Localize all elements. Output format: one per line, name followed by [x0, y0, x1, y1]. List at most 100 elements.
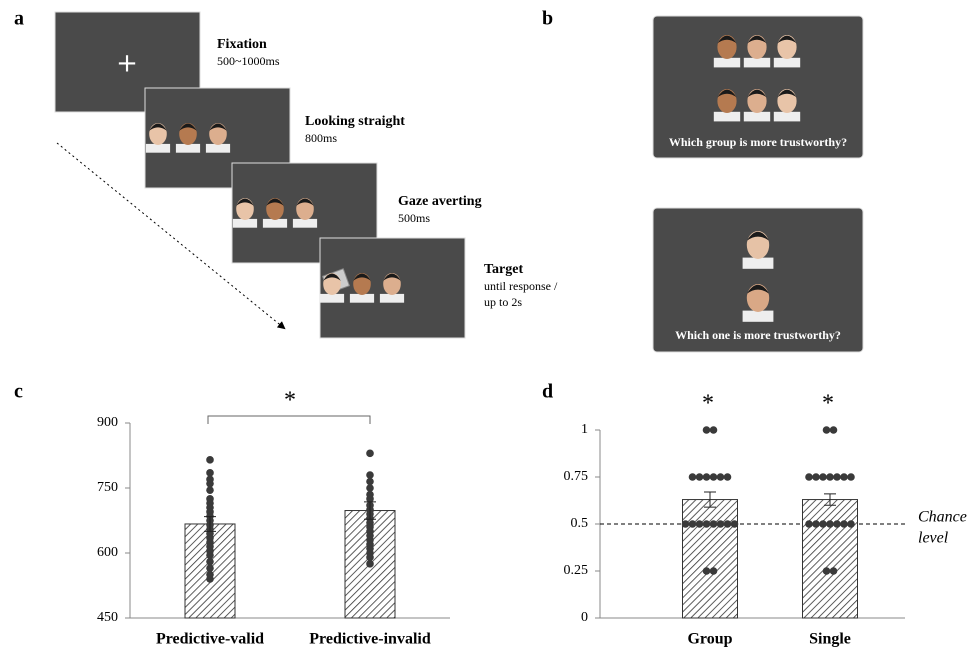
- reference-label: Chance: [918, 509, 967, 526]
- data-point: [703, 567, 711, 575]
- data-point: [724, 473, 732, 481]
- question: Which one is more trustworthy?: [675, 328, 841, 342]
- x-tick-label: Group: [687, 631, 732, 648]
- panel-label: c: [14, 381, 23, 403]
- data-point: [696, 473, 704, 481]
- face-shirt: [293, 219, 317, 228]
- panel-label: b: [542, 8, 553, 30]
- step-duration: until response /: [484, 279, 558, 293]
- data-point: [206, 480, 214, 488]
- data-point: [710, 567, 718, 575]
- face-shirt: [176, 144, 200, 153]
- face-shirt: [714, 58, 740, 68]
- panel-label: a: [14, 8, 24, 30]
- face-shirt: [774, 112, 800, 122]
- data-point: [805, 520, 813, 528]
- step-duration: 500ms: [398, 211, 430, 225]
- face-shirt: [743, 258, 774, 269]
- data-point: [703, 426, 711, 434]
- data-point: [812, 520, 820, 528]
- data-point: [366, 478, 374, 486]
- data-point: [366, 554, 374, 562]
- face-shirt: [380, 294, 404, 303]
- face-shirt: [263, 219, 287, 228]
- step-title: Target: [484, 262, 523, 277]
- step-duration: 500~1000ms: [217, 54, 280, 68]
- data-point: [682, 520, 690, 528]
- y-tick-label: 0.5: [571, 516, 589, 531]
- data-point: [826, 520, 834, 528]
- face-shirt: [744, 112, 770, 122]
- data-point: [724, 520, 732, 528]
- data-point: [206, 469, 214, 477]
- data-point: [823, 567, 831, 575]
- data-point: [366, 484, 374, 492]
- data-point: [833, 473, 841, 481]
- data-point: [717, 473, 725, 481]
- panel-b: b Which group is more trustworthy? Which…: [542, 8, 863, 352]
- face-shirt: [744, 58, 770, 68]
- data-point: [710, 473, 718, 481]
- data-point: [206, 456, 214, 464]
- figure: a + b Which group is more trustworthy? W…: [0, 0, 977, 650]
- face-shirt: [774, 58, 800, 68]
- y-tick-label: 0: [581, 610, 588, 625]
- y-tick-label: 600: [97, 545, 118, 560]
- face-shirt: [320, 294, 344, 303]
- data-point: [826, 473, 834, 481]
- x-tick-label: Predictive-valid: [156, 631, 264, 648]
- panel-label: d: [542, 381, 553, 403]
- data-point: [847, 473, 855, 481]
- data-point: [830, 426, 838, 434]
- step-title: Looking straight: [305, 114, 405, 129]
- y-tick-label: 450: [97, 610, 118, 625]
- data-point: [840, 520, 848, 528]
- data-point: [689, 473, 697, 481]
- data-point: [833, 520, 841, 528]
- bar: [803, 500, 858, 618]
- face-shirt: [714, 112, 740, 122]
- face-shirt: [350, 294, 374, 303]
- data-point: [710, 426, 718, 434]
- data-point: [819, 473, 827, 481]
- significance: *: [702, 391, 714, 417]
- significance: *: [822, 391, 834, 417]
- significance-bracket: [208, 416, 370, 424]
- x-tick-label: Predictive-invalid: [309, 631, 431, 648]
- data-point: [823, 426, 831, 434]
- face-shirt: [146, 144, 170, 153]
- significance: *: [284, 388, 296, 414]
- y-tick-label: 900: [97, 415, 118, 430]
- data-point: [830, 567, 838, 575]
- data-point: [206, 564, 214, 572]
- data-point: [840, 473, 848, 481]
- face-shirt: [233, 219, 257, 228]
- step-duration: up to 2s: [484, 295, 522, 309]
- data-point: [366, 471, 374, 479]
- data-point: [717, 520, 725, 528]
- data-point: [731, 520, 739, 528]
- data-point: [689, 520, 697, 528]
- x-tick-label: Single: [809, 631, 851, 648]
- reference-label: level: [918, 530, 949, 547]
- y-tick-label: 1: [581, 422, 588, 437]
- step-duration: 800ms: [305, 131, 337, 145]
- data-point: [703, 473, 711, 481]
- data-point: [703, 520, 711, 528]
- face-shirt: [206, 144, 230, 153]
- data-point: [366, 450, 374, 458]
- step-title: Fixation: [217, 37, 267, 52]
- data-point: [710, 520, 718, 528]
- data-point: [366, 560, 374, 568]
- data-point: [206, 551, 214, 559]
- data-point: [696, 520, 704, 528]
- data-point: [812, 473, 820, 481]
- data-point: [847, 520, 855, 528]
- data-point: [206, 486, 214, 494]
- fixation-cross: +: [116, 49, 138, 79]
- y-tick-label: 0.75: [564, 469, 589, 484]
- y-tick-label: 0.25: [564, 563, 589, 578]
- data-point: [819, 520, 827, 528]
- y-tick-label: 750: [97, 480, 118, 495]
- face-shirt: [743, 311, 774, 322]
